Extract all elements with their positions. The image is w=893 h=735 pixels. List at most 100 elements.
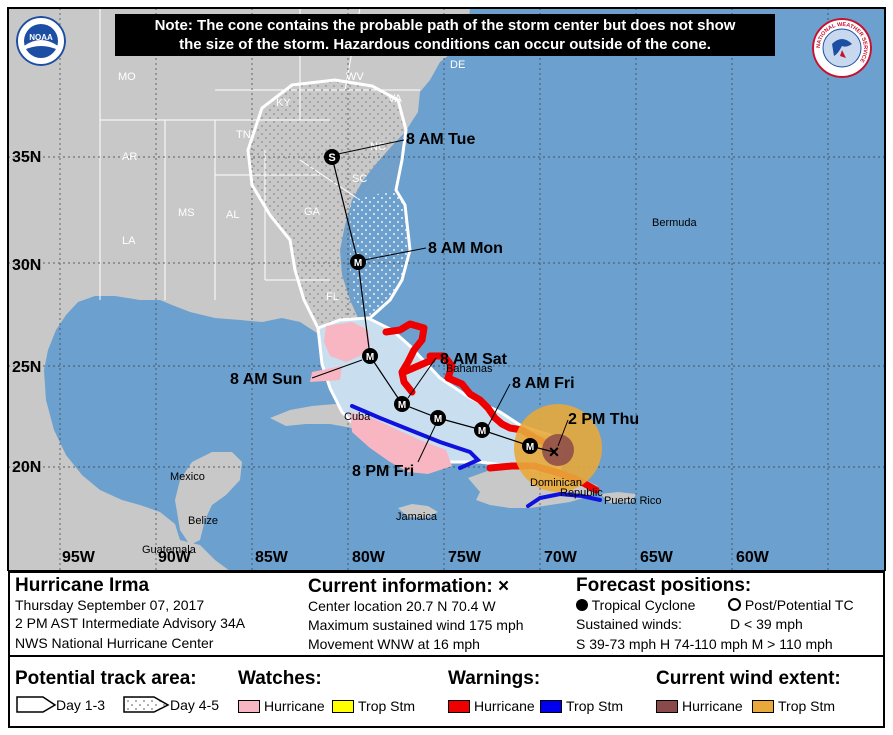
place-label-mexico: Mexico [170,471,205,483]
lon-label-60w: 60W [736,549,770,566]
lat-label-20n: 20N [12,459,41,476]
forecast-positions-title: Forecast positions: [576,575,752,596]
state-label: MO [118,71,136,83]
state-label: LA [122,235,136,247]
label-leader-lines [311,139,569,463]
state-label: TN [236,129,251,141]
state-label: GA [304,206,321,218]
svg-text:M: M [366,352,374,363]
jamaica-land [398,504,438,518]
yucatan-land [175,452,242,545]
lon-label-85w: 85W [255,549,289,566]
lon-label-65w: 65W [640,549,674,566]
forecast-label-thu: 2 PM Thu [568,411,639,428]
state-label: DE [450,59,465,71]
state-label: KY [276,97,291,109]
issuing-center: NWS National Hurricane Center [15,635,214,651]
cone-day-4-5-water [350,190,410,318]
forecast-label-sat: 8 AM Sat [440,351,508,368]
cone-note-line-2: the size of the storm. Hazardous conditi… [179,36,711,53]
filled-circle-icon [576,599,588,611]
lat-label-25n: 25N [12,359,41,376]
warnings-title: Warnings: [448,668,541,689]
advisory-number: 2 PM AST Intermediate Advisory 34A [15,615,246,631]
map-frame [7,7,886,571]
legend-divider [10,655,883,657]
day-4-5-label: Day 4-5 [170,697,220,713]
forecast-point-sun: M [362,348,378,364]
svg-text:S: S [328,152,335,164]
trop-storm-wind-label: Trop Stm [778,698,836,714]
day-4-5-cone-icon [123,696,170,713]
lon-label-95w: 95W [62,549,96,566]
svg-text:M: M [398,400,406,411]
trop-storm-warning-swatch [540,700,562,713]
forecast-label-fri-pm: 8 PM Fri [352,463,414,480]
trop-storm-watch-label: Trop Stm [358,698,416,714]
hurricane-watch-swatch [238,700,260,713]
current-position-x-icon: × [549,442,560,462]
depression-wind-key: D < 39 mph [730,616,803,632]
hurricane-wind-swatch [656,700,678,713]
state-label: SC [352,173,367,185]
tropical-cyclone-key: Tropical Cyclone [576,597,695,613]
current-position-x-icon: × [498,576,510,597]
lon-label-90w: 90W [158,549,192,566]
sustained-winds-label: Sustained winds: [576,616,682,632]
cone-note-banner: Note: The cone contains the probable pat… [115,14,775,56]
state-label: VA [388,93,403,105]
advisory-date: Thursday September 07, 2017 [15,597,205,613]
storm-name: Hurricane Irma [15,575,150,596]
trop-storm-wind-swatch [752,700,774,713]
nws-logo: NATIONAL WEATHER SERVICE [812,18,872,78]
svg-text:M: M [354,258,362,269]
hurricane-watch-areas [310,322,452,474]
wind-extent-title: Current wind extent: [656,668,841,689]
hurricane-watch-label: Hurricane [264,698,325,714]
hurricane-warning-label: Hurricane [474,698,535,714]
state-label: MS [178,207,195,219]
place-label-dominican: Dominican [530,477,582,489]
place-label-belize: Belize [188,515,218,527]
current-info-title: Current information: × [308,576,510,597]
place-label-cuba: Cuba [344,411,371,423]
svg-text:M: M [434,414,442,425]
puerto-rico-land [600,492,636,503]
lat-lon-grid [8,8,885,571]
lon-label-70w: 70W [544,549,578,566]
svg-text:M: M [478,426,486,437]
place-label-guatemala: Guatemala [142,544,197,556]
trop-storm-warning-label: Trop Stm [566,698,624,714]
hurricane-wind-extent [542,434,574,466]
forecast-point-sat: M [394,396,410,412]
post-potential-tc-key: Post/Potential TC [728,597,854,613]
wind-scale-key: S 39-73 mph H 74-110 mph M > 110 mph [576,636,833,652]
day-1-3-cone-icon [16,696,57,713]
movement: Movement WNW at 16 mph [308,636,480,652]
forecast-track [331,156,555,453]
forecast-map: 35N 30N 25N 20N 95W 90W 85W 80W 75W 70W … [7,7,886,571]
day-1-3-label: Day 1-3 [56,697,106,713]
max-wind: Maximum sustained wind 175 mph [308,617,524,633]
trop-storm-watch-swatch [332,700,354,713]
place-label-bahamas: Bahamas [446,363,493,375]
state-label: NC [370,141,386,153]
tropical-storm-warning-lines [350,404,602,508]
forecast-label-sun: 8 AM Sun [230,371,302,388]
forecast-point-tue: S [324,149,340,165]
lat-label-30n: 30N [12,257,41,274]
place-label-republic: Republic [560,487,603,499]
cone-note-line-1: Note: The cone contains the probable pat… [154,17,736,34]
noaa-logo: NOAA [16,16,66,66]
forecast-label-mon: 8 AM Mon [428,240,503,257]
center-location: Center location 20.7 N 70.4 W [308,598,496,614]
legend-panel: Hurricane Irma Thursday September 07, 20… [8,571,885,728]
lat-label-35n: 35N [12,149,41,166]
central-america-land [140,540,230,571]
state-label: WV [346,71,364,83]
forecast-point-fri-am: M [474,422,490,438]
place-label-puerto-rico: Puerto Rico [604,495,661,507]
forecast-point-fri-pm: M [430,410,446,426]
potential-track-title: Potential track area: [15,668,197,689]
